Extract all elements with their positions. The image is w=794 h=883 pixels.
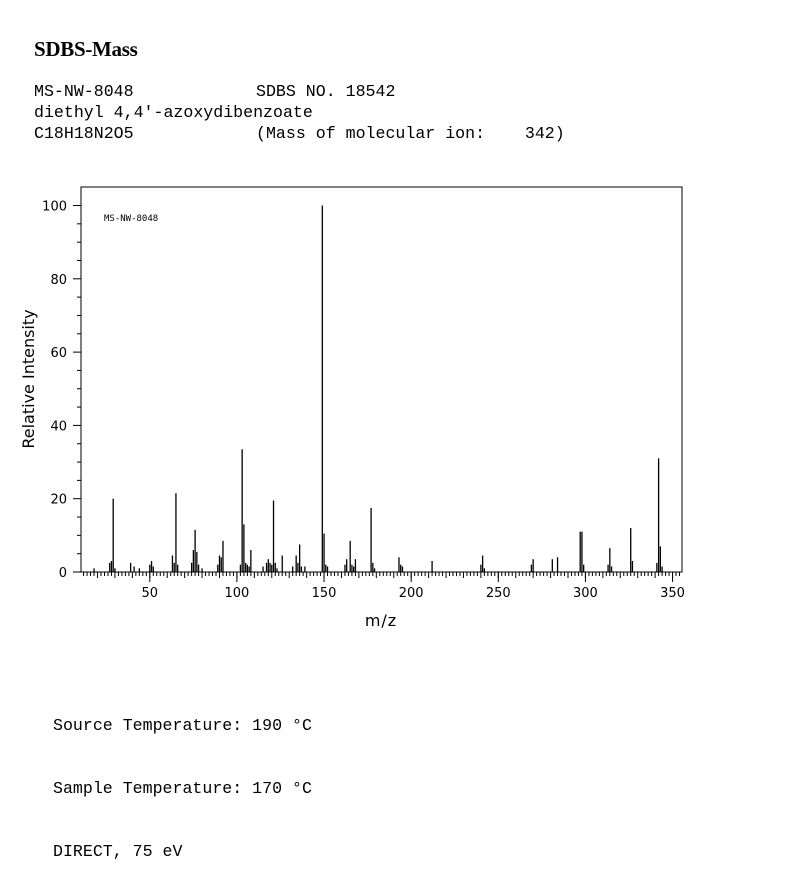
footer-conditions: Source Temperature: 190 °C Sample Temper…	[53, 673, 312, 883]
y-axis-label: Relative Intensity	[19, 309, 38, 448]
plot-frame	[80, 186, 683, 573]
x-tick-label: 100	[225, 586, 250, 601]
x-tick-labels: 50 100 150 200 250 300 350	[142, 586, 685, 601]
molecular-formula: C18H18N2O5	[34, 124, 134, 143]
sample-temperature: Sample Temperature: 170 °C	[53, 779, 312, 798]
compound-name: diethyl 4,4'-azoxydibenzoate	[34, 103, 313, 122]
x-tick-label: 350	[660, 586, 685, 601]
spectrum-id: MS-NW-8048	[34, 82, 134, 101]
y-tick-labels: 0 20 40 60 80 100	[42, 200, 67, 582]
y-tick-label: 100	[42, 200, 67, 215]
y-tick-label: 20	[50, 493, 67, 508]
y-tick-label: 40	[50, 419, 67, 434]
y-tick-label: 0	[59, 566, 67, 581]
mass-spectrum-chart: 50 100 150 200 250 300 350 0 20 40 60 80 100 MS-NW-…	[19, 186, 685, 630]
x-axis-label: m/z	[365, 611, 397, 630]
y-tick-label: 60	[50, 346, 67, 361]
x-tick-label: 300	[573, 586, 598, 601]
x-major-ticks	[149, 572, 674, 582]
x-minor-ticks	[83, 572, 681, 578]
y-tick-label: 80	[50, 273, 67, 288]
x-tick-label: 50	[142, 586, 159, 601]
molecular-ion-mass: (Mass of molecular ion: 342)	[256, 124, 565, 143]
sdbs-number: SDBS NO. 18542	[256, 82, 396, 101]
x-tick-label: 150	[312, 586, 337, 601]
x-tick-label: 250	[486, 586, 511, 601]
page-title: SDBS-Mass	[34, 37, 138, 61]
ionization-method: DIRECT, 75 eV	[53, 842, 183, 861]
source-temperature: Source Temperature: 190 °C	[53, 716, 312, 735]
plot-inner-label: MS-NW-8048	[104, 214, 158, 224]
x-tick-label: 200	[399, 586, 424, 601]
spectrum-peaks	[93, 205, 663, 572]
y-ticks	[73, 205, 81, 573]
